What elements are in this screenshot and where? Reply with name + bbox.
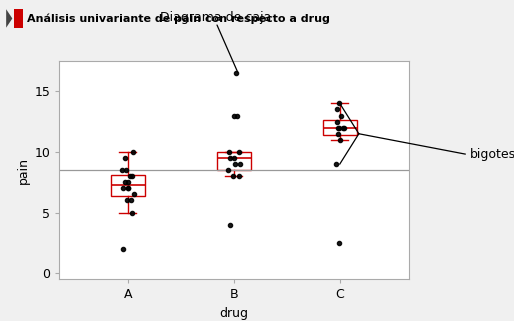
Text: Diagrama de caja: Diagrama de caja [160, 11, 271, 24]
X-axis label: drug: drug [219, 307, 248, 320]
PathPatch shape [217, 152, 251, 170]
PathPatch shape [111, 175, 145, 196]
Bar [14, 9, 23, 28]
Y-axis label: pain: pain [17, 157, 30, 184]
Polygon shape [6, 9, 12, 28]
Text: Análisis univariante de pain con respecto a drug: Análisis univariante de pain con respect… [27, 13, 329, 24]
PathPatch shape [323, 120, 357, 135]
Text: bigotes: bigotes [470, 148, 514, 160]
